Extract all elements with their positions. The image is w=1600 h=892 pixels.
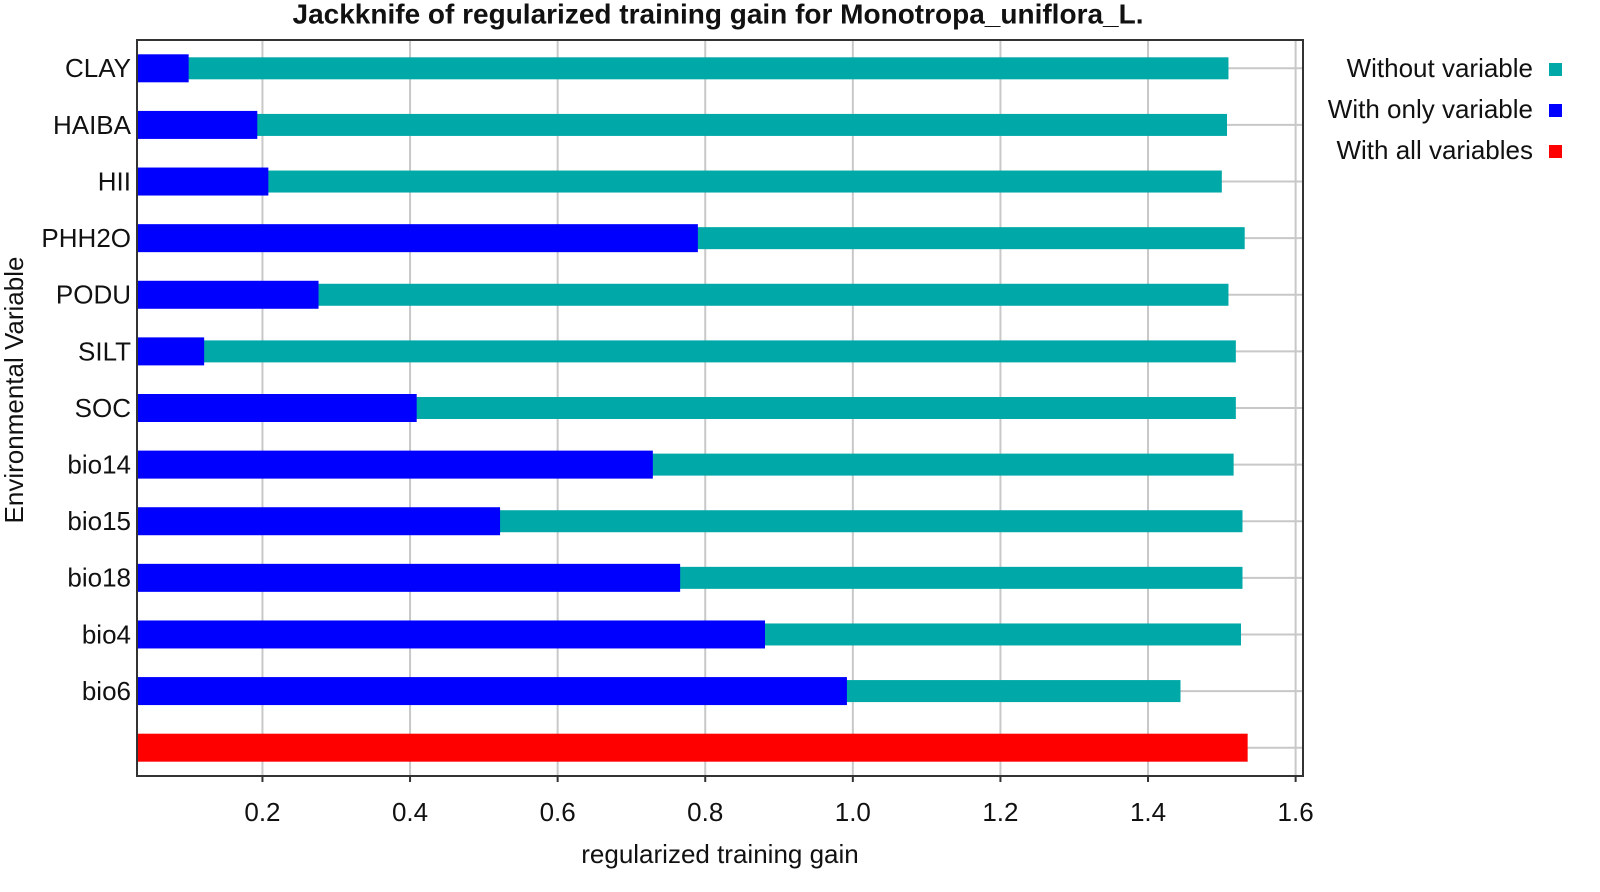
legend-label: With all variables — [1336, 135, 1533, 165]
x-tick-label: 0.6 — [540, 797, 576, 827]
y-tick-label: bio4 — [82, 619, 131, 649]
y-tick-label: bio14 — [67, 449, 131, 479]
bar — [137, 340, 1236, 363]
bar — [137, 54, 189, 83]
bar — [137, 224, 698, 253]
bar — [137, 507, 501, 536]
bar — [137, 563, 681, 592]
x-tick-label: 1.0 — [835, 797, 871, 827]
bar — [137, 677, 847, 706]
bar — [137, 394, 417, 422]
bar — [137, 170, 1222, 193]
plot-frame — [136, 39, 1304, 777]
legend-label: With only variable — [1328, 94, 1533, 124]
y-tick-label: bio18 — [67, 563, 131, 593]
y-axis-label: Environmental Variable — [0, 257, 29, 524]
bar — [137, 450, 653, 479]
y-tick-label: PHH2O — [41, 223, 131, 253]
bar — [137, 57, 1229, 80]
x-tick-label: 1.6 — [1278, 797, 1314, 827]
bar — [137, 280, 319, 309]
y-tick-label: PODU — [56, 280, 131, 310]
bar — [137, 283, 1229, 306]
x-tick-label: 1.2 — [982, 797, 1018, 827]
bar — [137, 620, 766, 649]
bar — [137, 337, 205, 366]
y-tick-label: HII — [98, 166, 131, 196]
bar — [137, 167, 269, 196]
legend-swatch — [1549, 145, 1562, 158]
y-tick-label: HAIBA — [53, 110, 132, 140]
legend-swatch — [1549, 63, 1562, 76]
bar — [137, 113, 1227, 136]
x-tick-label: 0.8 — [687, 797, 723, 827]
y-tick-label: bio15 — [67, 506, 131, 536]
legend-label: Without variable — [1347, 53, 1533, 83]
x-tick-label: 0.4 — [392, 797, 428, 827]
bar — [137, 110, 258, 139]
legend-swatch — [1549, 104, 1562, 117]
y-tick-label: CLAY — [65, 53, 131, 83]
y-tick-label: SOC — [75, 393, 131, 423]
x-tick-label: 1.4 — [1130, 797, 1166, 827]
x-tick-label: 0.2 — [244, 797, 280, 827]
chart-title: Jackknife of regularized training gain f… — [293, 0, 1144, 29]
x-axis-label: regularized training gain — [581, 839, 859, 869]
y-tick-label: SILT — [78, 336, 131, 366]
y-tick-label: bio6 — [82, 676, 131, 706]
bar — [137, 733, 1248, 762]
